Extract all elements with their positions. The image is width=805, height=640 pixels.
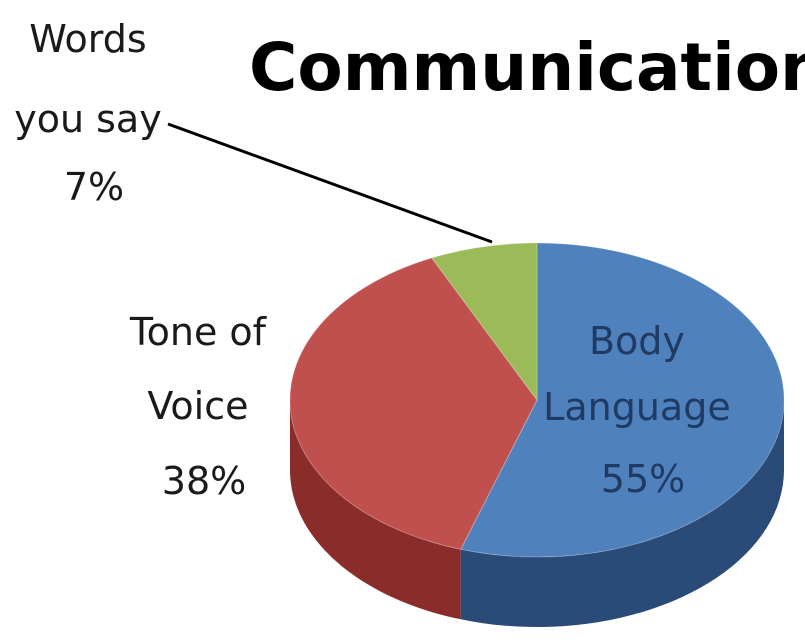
words-you-say-label-line-2: you say	[14, 97, 161, 141]
body-language-label-line-2: Language	[543, 385, 731, 429]
words-you-say-label-line-1: Words	[29, 17, 146, 61]
tone-of-voice-label: Tone of Voice 38%	[129, 310, 278, 503]
words-you-say-value-label: 7%	[64, 165, 124, 209]
tone-of-voice-label-line-2: Voice	[147, 384, 248, 428]
words-you-say-label: Words you say 7%	[14, 17, 174, 209]
tone-of-voice-value-label: 38%	[162, 459, 246, 503]
body-language-label-line-1: Body	[589, 319, 685, 363]
chart-title: Communication	[249, 29, 805, 106]
tone-of-voice-label-line-1: Tone of	[129, 310, 268, 354]
words-you-say-leader-line	[168, 124, 492, 242]
body-language-value-label: 55%	[601, 457, 685, 501]
